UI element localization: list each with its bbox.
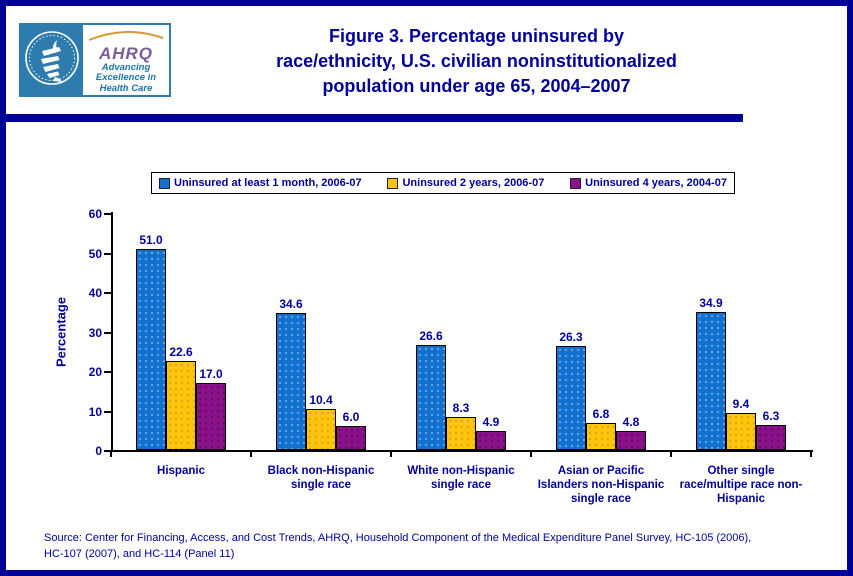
bar-value-label: 8.3 xyxy=(452,401,470,415)
bar-value-label: 6.3 xyxy=(762,409,780,423)
bar: 6.0 xyxy=(336,410,366,450)
legend-item: Uninsured 4 years, 2004-07 xyxy=(570,177,727,189)
bar: 4.8 xyxy=(616,415,646,450)
y-axis-tick xyxy=(104,410,111,413)
bar-group: 26.6 8.3 4.9 xyxy=(413,213,509,450)
bar: 17.0 xyxy=(196,367,226,450)
x-axis-line xyxy=(111,450,813,452)
bar-group: 34.9 9.4 6.3 xyxy=(693,213,789,450)
bar: 34.6 xyxy=(276,297,306,450)
y-axis-tick xyxy=(104,331,111,334)
y-axis-line xyxy=(111,212,113,452)
bar-value-label: 26.6 xyxy=(419,329,443,343)
legend-swatch xyxy=(159,177,170,189)
bar: 6.8 xyxy=(586,407,616,450)
ahrq-wordmark-panel: AHRQ Advancing Excellence in Health Care xyxy=(83,25,169,95)
bar-value-label: 26.3 xyxy=(559,330,583,344)
y-axis-tick-label: 40 xyxy=(88,286,102,300)
x-axis-category-label: Other single race/multipe race non- Hisp… xyxy=(679,465,803,505)
bar: 10.4 xyxy=(306,393,336,450)
ahrq-rainbow-arc-icon xyxy=(87,28,165,46)
bar-group: 51.0 22.6 17.0 xyxy=(133,213,229,450)
y-axis-tick-label: 30 xyxy=(88,325,102,340)
y-axis-tick-label: 0 xyxy=(95,444,102,458)
y-axis-tick xyxy=(104,292,111,294)
y-axis-title: Percentage xyxy=(53,296,69,368)
legend-swatch xyxy=(387,177,399,189)
x-axis-tick xyxy=(110,452,112,457)
bar: 4.9 xyxy=(476,415,506,450)
bar-value-label: 34.9 xyxy=(699,296,723,310)
bar-group: 34.6 10.4 6.0 xyxy=(273,213,369,450)
x-axis-tick xyxy=(250,452,252,457)
bar: 51.0 xyxy=(136,233,166,450)
x-axis-tick xyxy=(810,452,812,457)
bar: 26.3 xyxy=(556,330,586,450)
bar-value-label: 10.4 xyxy=(309,393,333,407)
legend-item: Uninsured at least 1 month, 2006-07 xyxy=(159,177,362,189)
x-axis-tick xyxy=(530,452,532,457)
x-axis-category-label: Black non-Hispanic single race xyxy=(267,465,375,491)
legend-label: Uninsured at least 1 month, 2006-07 xyxy=(174,177,362,189)
bar-value-label: 51.0 xyxy=(139,233,163,247)
ahrq-wordmark: AHRQ xyxy=(98,43,154,63)
ahrq-hhs-logo: AHRQ Advancing Excellence in Health Care xyxy=(19,23,171,97)
bar-value-label: 9.4 xyxy=(732,397,750,411)
bar-value-label: 22.6 xyxy=(169,345,193,359)
y-axis-tick-label: 60 xyxy=(88,207,102,221)
bar: 22.6 xyxy=(166,345,196,450)
bar: 9.4 xyxy=(726,397,756,450)
x-axis-tick xyxy=(670,452,672,457)
x-axis-category-label: Asian or Pacific Islanders non-Hispanic … xyxy=(537,465,665,505)
bar-value-label: 6.8 xyxy=(592,407,610,421)
bar-value-label: 34.6 xyxy=(279,297,303,311)
bar: 26.6 xyxy=(416,329,446,450)
y-axis-tick xyxy=(104,213,111,215)
x-axis-tick xyxy=(390,452,392,457)
y-axis-tick-label: 50 xyxy=(88,246,102,261)
ahrq-tagline: Advancing Excellence in Health Care xyxy=(95,61,157,94)
source-note: Source: Center for Financing, Access, an… xyxy=(44,532,752,560)
bar: 34.9 xyxy=(696,296,726,450)
bar-group: 26.3 6.8 4.8 xyxy=(553,213,649,450)
hhs-seal-panel xyxy=(21,25,83,95)
bar-value-label: 6.0 xyxy=(342,410,360,424)
legend-swatch xyxy=(570,177,582,189)
page-title: Figure 3. Percentage uninsured by race/e… xyxy=(276,26,677,96)
bar-value-label: 17.0 xyxy=(199,367,223,381)
bar: 8.3 xyxy=(446,401,476,450)
bar-value-label: 4.9 xyxy=(482,415,500,429)
y-axis-tick-label: 20 xyxy=(88,365,102,379)
bar-value-label: 4.8 xyxy=(622,415,640,429)
x-axis-category-label: Hispanic xyxy=(157,465,205,477)
bar: 6.3 xyxy=(756,409,786,450)
y-axis-tick xyxy=(104,450,111,452)
x-axis-category-label: White non-Hispanic single race xyxy=(407,465,515,491)
legend-label: Uninsured 4 years, 2004-07 xyxy=(585,177,727,189)
y-axis-tick xyxy=(104,252,111,255)
legend-label: Uninsured 2 years, 2006-07 xyxy=(402,177,545,189)
chart-legend: Uninsured at least 1 month, 2006-07 Unins… xyxy=(151,172,735,194)
y-axis-tick xyxy=(104,371,111,373)
legend-item: Uninsured 2 years, 2006-07 xyxy=(387,177,544,189)
hhs-eagle-icon xyxy=(24,25,80,96)
header-divider xyxy=(6,114,743,122)
y-axis-tick-label: 10 xyxy=(88,404,102,419)
